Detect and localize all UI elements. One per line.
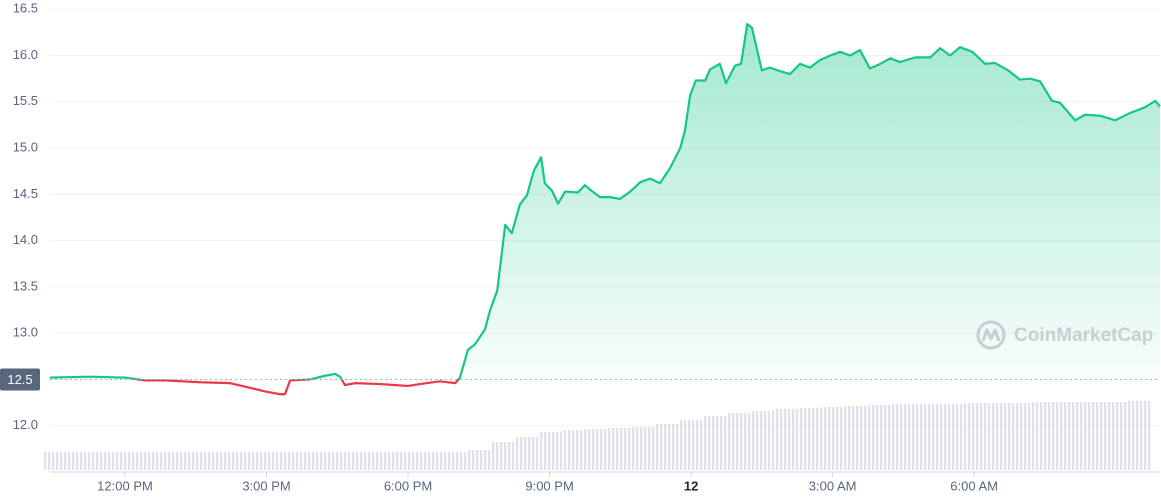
volume-bar xyxy=(1080,402,1104,470)
volume-bar xyxy=(419,452,444,470)
watermark: CoinMarketCap xyxy=(976,320,1153,350)
volume-bar xyxy=(490,442,515,470)
x-tick-label: 12 xyxy=(684,478,698,493)
volume-bar xyxy=(467,450,491,470)
volume-bar xyxy=(726,413,751,470)
price-line xyxy=(49,22,1161,396)
volume-bar xyxy=(938,404,963,470)
volume-bar xyxy=(301,452,326,470)
x-tick-label: 6:00 PM xyxy=(384,478,432,493)
y-tick-label: 14.0 xyxy=(13,232,38,247)
volume-bar xyxy=(349,452,373,470)
volume-bar xyxy=(136,452,161,470)
y-tick-label: 13.0 xyxy=(13,325,38,340)
volume-bar xyxy=(231,452,255,470)
volume-bar xyxy=(820,407,845,470)
volume-bar xyxy=(278,452,302,470)
y-tick-label: 12.0 xyxy=(13,417,38,432)
volume-bar xyxy=(160,452,184,470)
volume-bar xyxy=(443,452,468,470)
watermark-text: CoinMarketCap xyxy=(1014,325,1153,346)
volume-bar xyxy=(254,452,279,470)
baseline-label: 12.5 xyxy=(7,372,32,387)
y-tick-label: 14.5 xyxy=(13,186,38,201)
volume-bar xyxy=(797,408,821,470)
volume-bar xyxy=(985,403,1010,470)
baseline-label-box xyxy=(0,368,40,391)
volume-bar xyxy=(1056,402,1081,470)
x-tick-label: 9:00 PM xyxy=(525,478,573,493)
volume-bar xyxy=(655,424,680,470)
volume-bar xyxy=(89,452,114,470)
volume-bar xyxy=(844,406,868,470)
volume-bar xyxy=(679,420,703,470)
y-tick-label: 15.5 xyxy=(13,93,38,108)
volume-bar xyxy=(561,430,585,470)
volume-bar xyxy=(1127,401,1152,470)
volume-bar xyxy=(372,452,397,470)
volume-bar xyxy=(608,428,633,470)
volume-bar xyxy=(632,427,656,470)
x-tick-label: 6:00 AM xyxy=(950,478,998,493)
volume-bar xyxy=(183,452,208,470)
volume-bar xyxy=(867,405,892,470)
price-area xyxy=(50,24,1160,395)
volume-bar xyxy=(773,409,798,470)
volume-bar xyxy=(42,452,67,470)
volume-bar xyxy=(962,403,986,470)
x-tick-label: 3:00 PM xyxy=(242,478,290,493)
volume-bar xyxy=(1033,402,1057,470)
volume-bar xyxy=(891,404,916,470)
volume-bar xyxy=(1103,402,1128,470)
x-tick-label: 12:00 PM xyxy=(97,478,153,493)
volume-bar xyxy=(537,432,562,470)
y-tick-label: 16.0 xyxy=(13,47,38,62)
volume-bar xyxy=(396,452,420,470)
volume-bar xyxy=(584,429,609,470)
volume-bar xyxy=(1009,403,1034,470)
y-tick-label: 13.5 xyxy=(13,278,38,293)
volume-bar xyxy=(702,416,727,470)
y-tick-label: 16.5 xyxy=(13,1,38,16)
y-tick-label: 15.0 xyxy=(13,140,38,155)
volume-bar xyxy=(325,452,350,470)
x-tick-label: 3:00 AM xyxy=(809,478,857,493)
volume-bar xyxy=(750,411,774,470)
volume-bar xyxy=(514,437,538,470)
volume-bar xyxy=(113,452,137,470)
volume-bar xyxy=(207,452,232,470)
volume-bar xyxy=(915,404,939,470)
volume-bar xyxy=(66,452,90,470)
